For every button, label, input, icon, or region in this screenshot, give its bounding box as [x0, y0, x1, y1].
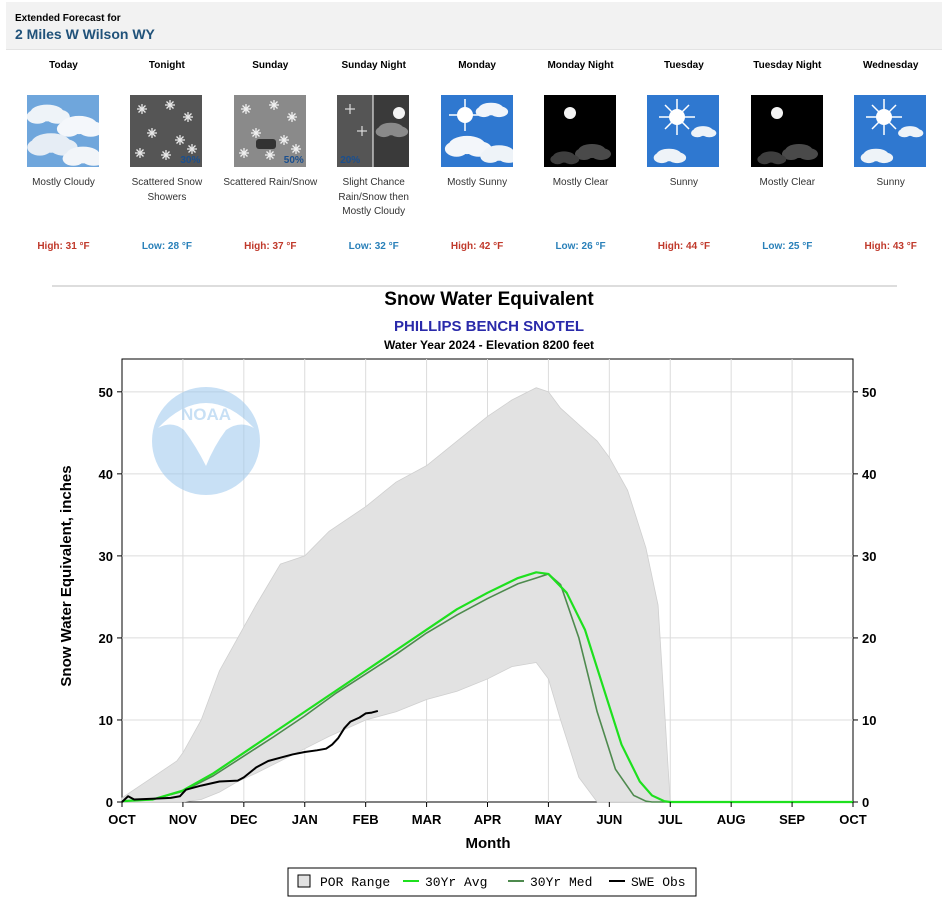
period-temperature: Low: 28 °F: [141, 241, 192, 252]
period-description: Sunny: [876, 177, 905, 188]
x-tick-label: OCT: [839, 812, 867, 827]
x-tick-label: FEB: [353, 812, 379, 827]
period-description: Mostly Clear: [552, 177, 609, 188]
legend-label: 30Yr Med: [530, 875, 592, 890]
y-tick-label-left: 20: [99, 631, 113, 646]
x-tick-label: DEC: [230, 812, 258, 827]
sunny-icon[interactable]: [854, 95, 927, 167]
x-tick-label: OCT: [108, 812, 136, 827]
period-temperature: High: 44 °F: [657, 241, 711, 252]
legend-swatch-por-range: [297, 874, 311, 888]
period-description: Mostly Cloudy: [32, 177, 95, 188]
period-name: Sunday Night: [341, 60, 406, 71]
period-temperature: Low: 32 °F: [348, 241, 399, 252]
period-name: Today: [49, 60, 78, 71]
chart-series: [121, 387, 853, 804]
legend-box: [287, 867, 697, 897]
mostly-cloudy-icon[interactable]: [27, 95, 99, 167]
axes: OCT NOV DEC JAN FEB MAR APR MAY JUN JUL AUG SEP OCT 0…: [99, 385, 877, 827]
x-tick-label: APR: [474, 812, 502, 827]
period-description: Sunny: [669, 177, 699, 188]
precip-chance: 50%: [283, 155, 304, 166]
legend-label: 30Yr Avg: [425, 875, 487, 890]
y-tick-label-left: 0: [106, 795, 113, 810]
y-tick-label-left: 10: [99, 713, 113, 728]
mostly-sunny-icon[interactable]: [440, 95, 513, 167]
chart-legend: POR Range 30Yr Avg 30Yr Med SWE Obs: [287, 867, 697, 897]
x-tick-label: NOV: [169, 812, 198, 827]
x-tick-label: JUL: [658, 812, 683, 827]
snow-showers-icon[interactable]: 30%: [130, 95, 203, 167]
period-temperature: High: 37 °F: [244, 241, 297, 252]
forecast-location[interactable]: 2 Miles W Wilson WY: [15, 26, 155, 42]
period-description: Scattered Rain/Snow: [223, 177, 318, 188]
forecast-label: Extended Forecast for: [15, 13, 121, 24]
period-temperature: High: 31 °F: [37, 241, 90, 252]
y-tick-label-right: 20: [862, 631, 876, 646]
period-temperature: Low: 26 °F: [555, 241, 606, 252]
x-tick-label: MAR: [412, 812, 442, 827]
period-description: Mostly Clear: [759, 177, 816, 188]
forecast-header: Extended Forecast for 2 Miles W Wilson W…: [6, 2, 942, 50]
x-tick-label: MAY: [535, 812, 563, 827]
legend-label: SWE Obs: [631, 875, 686, 890]
mostly-clear-night-icon[interactable]: [544, 95, 616, 167]
series-30yr-avg-line: [121, 571, 853, 804]
x-tick-label: JAN: [292, 812, 318, 827]
period-name: Tuesday Night: [753, 60, 822, 71]
y-tick-label-right: 30: [862, 549, 876, 564]
y-tick-label-right: 50: [862, 385, 876, 400]
chart-title: Snow Water Equivalent: [384, 289, 594, 310]
noaa-logo-watermark: NOAA: [152, 387, 260, 495]
period-name: Wednesday: [862, 60, 919, 71]
y-tick-label-left: 30: [99, 549, 113, 564]
rain-snow-icon[interactable]: 50%: [233, 95, 306, 167]
y-tick-label-right: 40: [862, 467, 876, 482]
period-description: Mostly Sunny: [447, 177, 508, 188]
extended-forecast-panel: Extended Forecast for 2 Miles W Wilson W…: [6, 2, 942, 264]
chart-subtitle-2: Water Year 2024 - Elevation 8200 feet: [384, 338, 594, 352]
period-name: Monday: [458, 60, 496, 71]
x-tick-label: AUG: [717, 812, 746, 827]
precip-chance: 30%: [180, 155, 201, 166]
series-30yr-med-line: [121, 573, 853, 803]
rain-snow-then-cloudy-night-icon[interactable]: 20%: [337, 95, 410, 167]
mostly-clear-night-icon[interactable]: [750, 95, 823, 167]
period-description: Scattered Snow Showers: [131, 177, 203, 203]
period-name: Monday Night: [547, 60, 614, 71]
period-temperature: Low: 25 °F: [762, 241, 813, 252]
period-temperature: High: 43 °F: [864, 241, 917, 252]
y-tick-label-right: 0: [862, 795, 869, 810]
y-tick-label-left: 50: [99, 385, 113, 400]
x-tick-label: JUN: [596, 812, 622, 827]
legend-label: POR Range: [320, 875, 390, 890]
x-axis-label: Month: [466, 835, 511, 852]
y-tick-label-right: 10: [862, 713, 876, 728]
swe-chart-svg: Snow Water Equivalent PHILLIPS BENCH SNO…: [52, 285, 897, 897]
y-axis-label: Snow Water Equivalent, inches: [58, 465, 75, 686]
period-name: Tuesday: [663, 60, 704, 71]
precip-chance: 20%: [340, 155, 361, 166]
y-tick-label-left: 40: [99, 467, 113, 482]
sunny-icon[interactable]: [647, 95, 720, 167]
period-temperature: High: 42 °F: [450, 241, 504, 252]
period-description: Slight Chance Rain/Snow then Mostly Clou…: [338, 177, 409, 217]
period-name: Tonight: [148, 60, 185, 71]
chart-subtitle: PHILLIPS BENCH SNOTEL: [394, 318, 584, 335]
watermark-text: NOAA: [181, 405, 231, 424]
series-swe-obs-line: [121, 709, 379, 803]
x-tick-label: SEP: [779, 812, 805, 827]
period-name: Sunday: [252, 60, 289, 71]
swe-chart: Snow Water Equivalent PHILLIPS BENCH SNO…: [0, 270, 949, 906]
